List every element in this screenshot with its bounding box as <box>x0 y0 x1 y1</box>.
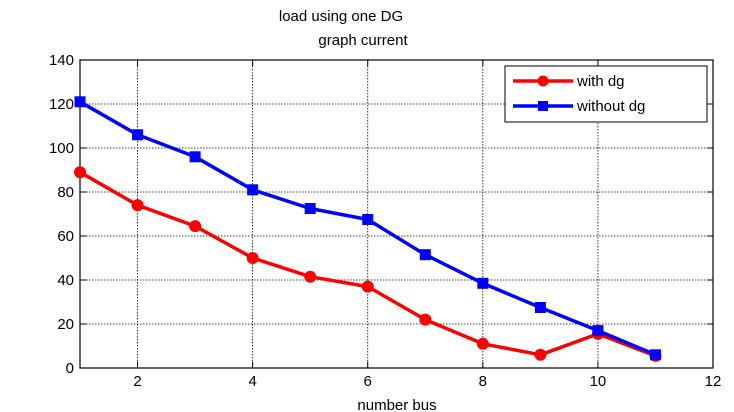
data-point-circle <box>534 348 547 361</box>
series-without-dg <box>74 96 661 361</box>
legend-label: with dg <box>576 73 625 90</box>
data-point-square <box>247 184 259 196</box>
data-point-square <box>304 203 316 214</box>
x-tick-label: 2 <box>133 373 141 390</box>
data-point-square <box>477 277 489 289</box>
legend-label: without dg <box>576 98 645 115</box>
legend: with dg without dg <box>504 65 708 123</box>
y-tick-label: 0 <box>66 360 74 377</box>
data-point-circle <box>131 199 144 212</box>
x-tick-label: 8 <box>479 373 487 390</box>
legend-marker-square <box>538 101 548 111</box>
data-point-circle <box>361 280 374 293</box>
y-tick-label: 100 <box>49 140 74 157</box>
data-point-square <box>362 214 374 225</box>
data-point-square <box>419 249 431 261</box>
data-point-square <box>649 349 661 361</box>
data-point-circle <box>304 270 317 283</box>
data-point-circle <box>476 337 489 350</box>
x-tick-label: 4 <box>248 373 256 390</box>
y-tick-label: 20 <box>57 316 74 333</box>
y-tick-label: 80 <box>57 184 74 201</box>
x-axis-label: number bus <box>357 397 436 412</box>
data-point-square <box>592 325 604 337</box>
x-tick-label: 6 <box>364 373 372 390</box>
axes-box <box>79 59 714 369</box>
y-tick-label: 60 <box>57 228 74 245</box>
x-tick-label: 12 <box>705 373 722 390</box>
data-point-square <box>74 96 86 108</box>
legend-box <box>504 65 708 123</box>
data-point-square <box>189 151 201 163</box>
data-point-circle <box>246 252 259 264</box>
y-tick-label: 40 <box>57 272 74 289</box>
chart-title: load using one DG <box>279 8 403 25</box>
data-point-square <box>132 129 144 141</box>
chart-subtitle: graph current <box>318 32 408 49</box>
data-point-circle <box>189 220 202 233</box>
data-point-circle <box>419 313 432 326</box>
y-tick-label: 120 <box>49 96 74 113</box>
data-point-circle <box>74 166 86 179</box>
y-tick-label: 140 <box>49 52 74 69</box>
data-point-square <box>534 302 546 313</box>
x-tick-label: 10 <box>590 373 607 390</box>
legend-marker-circle <box>537 75 549 87</box>
